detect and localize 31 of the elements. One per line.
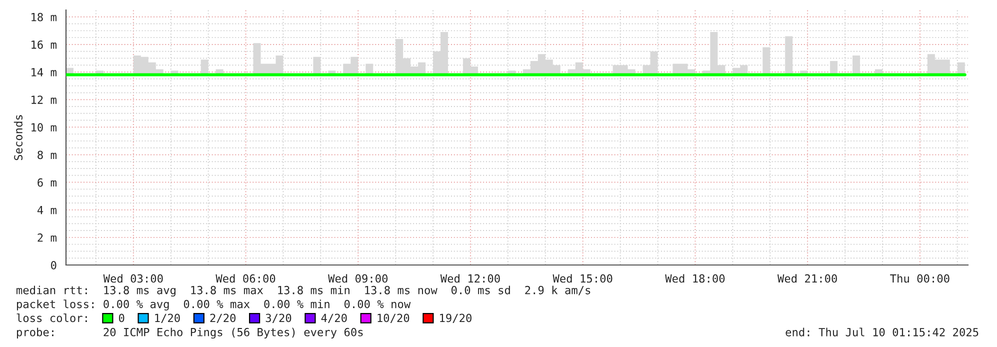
y-tick-label: 12 m — [32, 96, 56, 104]
x-tick-label: Thu 00:00 — [890, 274, 950, 283]
text: packet loss: 0.00 % avg 0.00 % max 0.00 % min 0.00 % now — [16, 300, 411, 310]
text: probe: 20 ICMP Echo Pings (56 Bytes) every 60s — [16, 328, 363, 339]
y-tick-label: 2 m — [38, 233, 56, 242]
legend-label: 0 — [118, 314, 124, 322]
legend-label: 2/20 — [210, 314, 236, 324]
x-tick-label: Wed 09:00 — [328, 274, 388, 283]
legend-title: loss color: — [16, 313, 87, 322]
y-tick-label: 0 — [51, 261, 56, 270]
y-tick-label: 18 m — [32, 12, 56, 22]
x-tick-label: Wed 06:00 — [216, 274, 276, 283]
legend-label: 19/20 — [440, 314, 472, 324]
text: median rtt: 13.8 ms avg 13.8 ms max 13.8 ms min 13.8 ms now 0.0 ms sd 2.9 k am/s — [16, 286, 590, 297]
legend-label: 1/20 — [155, 314, 180, 324]
x-tick-label: Wed 15:00 — [552, 274, 612, 283]
x-tick-label: Wed 18:00 — [665, 274, 725, 283]
x-tick-label: Wed 03:00 — [103, 274, 163, 283]
y-axis-title: Seconds — [14, 115, 23, 160]
y-tick-label: 14 m — [32, 68, 56, 76]
y-tick-label: 16 m — [32, 40, 56, 49]
y-tick-label: 4 m — [37, 206, 56, 214]
y-tick-label: 8 m — [38, 150, 56, 160]
y-tick-label: 10 m — [32, 123, 56, 132]
x-tick-label: Wed 21:00 — [777, 274, 837, 283]
y-tick-label: 6 m — [38, 178, 56, 187]
legend-label: 10/20 — [378, 314, 410, 324]
x-tick-label: Wed 12:00 — [440, 274, 500, 283]
legend-label: 3/20 — [266, 314, 292, 324]
text: end: Thu Jul 10 01:15:42 2025 — [786, 328, 978, 336]
legend-label: 4/20 — [321, 314, 347, 324]
